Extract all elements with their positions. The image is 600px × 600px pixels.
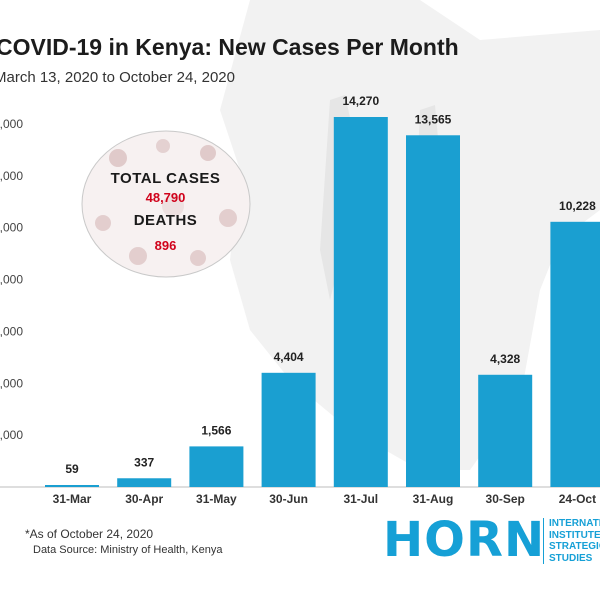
logo-line: STRATEGIC bbox=[549, 541, 600, 552]
logo-line: STUDIES bbox=[549, 552, 593, 564]
y-tick-label: 14,000 bbox=[0, 117, 23, 131]
logo-line: INSTITUTE FOR bbox=[549, 529, 600, 541]
logo-line: INTERNATIONAL bbox=[549, 518, 600, 529]
y-tick-label: 4,000 bbox=[0, 376, 23, 390]
y-tick-label: 10,000 bbox=[0, 221, 23, 235]
x-tick-label: 30-Apr bbox=[125, 492, 163, 506]
deaths-value: 896 bbox=[154, 238, 177, 253]
total-cases-value: 48,790 bbox=[145, 190, 186, 205]
bar-value-label: 10,228 bbox=[559, 199, 596, 213]
y-tick-label: 12,000 bbox=[0, 169, 23, 183]
x-tick-label: 30-Jun bbox=[269, 492, 308, 506]
summary-stats-badge: TOTAL CASES 48,790 DEATHS 896 bbox=[78, 128, 253, 280]
bar-30-apr bbox=[117, 478, 172, 487]
x-tick-label: 24-Oct bbox=[559, 492, 596, 506]
bar-31-aug bbox=[406, 135, 460, 487]
bar-value-label: 4,328 bbox=[490, 352, 520, 366]
y-tick-label: 6,000 bbox=[0, 324, 23, 338]
y-tick-label: 2,000 bbox=[0, 428, 23, 442]
deaths-label: DEATHS bbox=[133, 212, 198, 229]
virus-icon bbox=[81, 130, 251, 278]
bar-30-jun bbox=[261, 372, 316, 487]
logo-wordmark: HORN bbox=[383, 512, 546, 568]
bar-value-label: 14,270 bbox=[342, 94, 379, 108]
x-tick-label: 31-Mar bbox=[53, 492, 92, 506]
chart-title: COVID-19 in Kenya: New Cases Per Month bbox=[0, 34, 459, 60]
as-of-note: *As of October 24, 2020 bbox=[25, 527, 154, 541]
bar-31-may bbox=[189, 446, 244, 487]
x-tick-label: 31-Jul bbox=[343, 492, 378, 506]
bar-value-label: 4,404 bbox=[274, 350, 304, 364]
data-source: Data Source: Ministry of Health, Kenya bbox=[33, 544, 223, 556]
x-tick-label: 31-May bbox=[196, 492, 237, 506]
bar-value-label: 1,566 bbox=[201, 423, 231, 437]
bar-value-label: 59 bbox=[65, 462, 79, 476]
bar-value-label: 13,565 bbox=[415, 112, 452, 126]
horn-logo: HORN INTERNATIONAL INSTITUTE FOR STRATEG… bbox=[383, 512, 600, 568]
bar-value-label: 337 bbox=[134, 455, 154, 469]
logo-subtitle: INTERNATIONAL INSTITUTE FOR STRATEGIC ST… bbox=[543, 518, 600, 564]
chart-subtitle: March 13, 2020 to October 24, 2020 bbox=[0, 69, 235, 86]
bar-24-oct bbox=[550, 221, 600, 487]
total-cases-label: TOTAL CASES bbox=[110, 170, 221, 187]
x-tick-label: 31-Aug bbox=[413, 492, 454, 506]
bar-31-mar bbox=[45, 485, 99, 487]
x-tick-label: 30-Sep bbox=[486, 492, 525, 506]
bar-30-sep bbox=[478, 374, 533, 487]
bar-31-jul bbox=[333, 117, 388, 487]
y-tick-label: 8,000 bbox=[0, 273, 23, 287]
